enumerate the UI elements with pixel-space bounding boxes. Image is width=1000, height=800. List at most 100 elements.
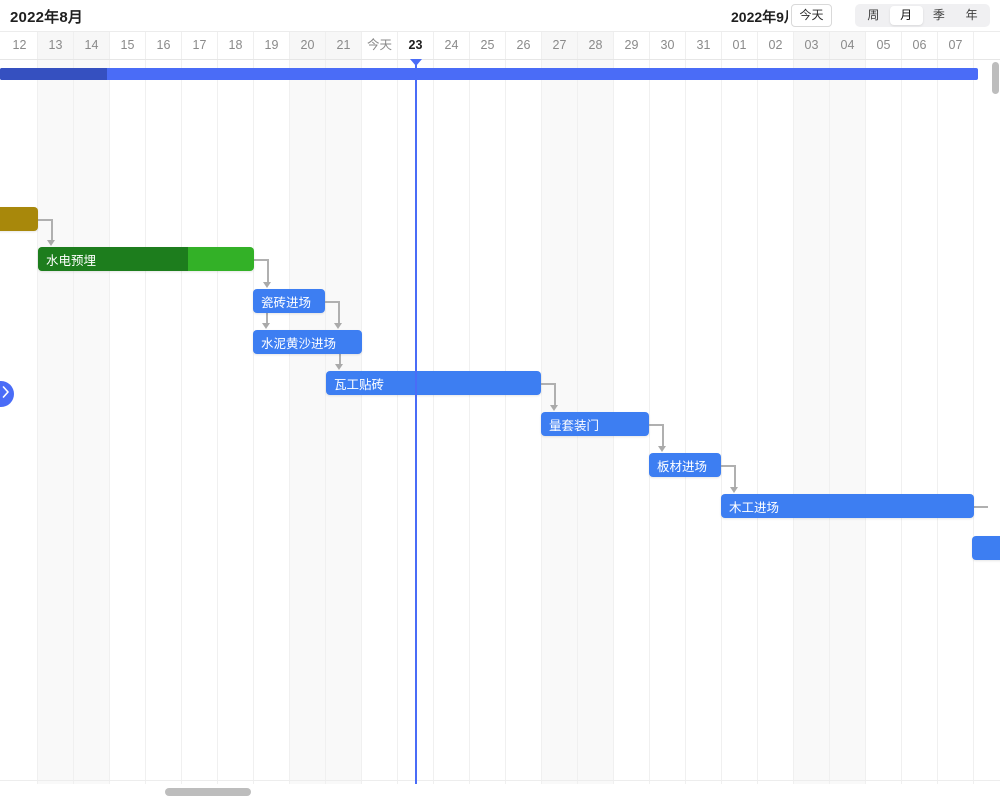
month-title-right: 2022年9月 bbox=[731, 9, 788, 25]
grid-column-7 bbox=[254, 60, 290, 784]
date-cell-23[interactable]: 04 bbox=[830, 32, 866, 59]
dependency-stub-right bbox=[974, 506, 988, 508]
grid-column-18 bbox=[650, 60, 686, 784]
grid-column-10 bbox=[362, 60, 398, 784]
horizontal-scrollbar-thumb[interactable] bbox=[165, 788, 251, 796]
task-bar-t-edge[interactable] bbox=[972, 536, 1000, 560]
dependency-link-5-arrowhead bbox=[550, 405, 559, 411]
date-cell-21[interactable]: 02 bbox=[758, 32, 794, 59]
date-cell-22[interactable]: 03 bbox=[794, 32, 830, 59]
task-bar-t-bancai[interactable]: 板材进场 bbox=[649, 453, 721, 477]
grid-column-14 bbox=[506, 60, 542, 784]
grid-column-22 bbox=[794, 60, 830, 784]
date-cell-3[interactable]: 15 bbox=[110, 32, 146, 59]
date-cell-16[interactable]: 28 bbox=[578, 32, 614, 59]
scale-option-3[interactable]: 年 bbox=[965, 8, 978, 22]
vertical-scrollbar-thumb[interactable] bbox=[992, 62, 999, 94]
date-cell-26[interactable]: 07 bbox=[938, 32, 974, 59]
date-cell-10[interactable]: 今天 bbox=[362, 32, 398, 59]
date-cell-15[interactable]: 27 bbox=[542, 32, 578, 59]
grid-column-13 bbox=[470, 60, 506, 784]
grid-column-9 bbox=[326, 60, 362, 784]
date-cell-9[interactable]: 21 bbox=[326, 32, 362, 59]
grid-column-23 bbox=[830, 60, 866, 784]
dependency-link-1-arrowhead bbox=[263, 282, 272, 288]
dependency-link-4-arrowhead bbox=[335, 364, 344, 370]
date-cell-2[interactable]: 14 bbox=[74, 32, 110, 59]
date-cell-24[interactable]: 05 bbox=[866, 32, 902, 59]
task-bar-label-t-bancai: 板材进场 bbox=[657, 459, 708, 474]
task-bar-t-gold[interactable] bbox=[0, 207, 38, 231]
grid-column-8 bbox=[290, 60, 326, 784]
today-marker-triangle bbox=[410, 59, 422, 66]
dependency-link-3-arrowhead bbox=[334, 323, 343, 329]
dependency-link-2-arrowhead bbox=[262, 323, 271, 329]
scale-switcher[interactable]: 周月季 年 bbox=[855, 4, 990, 27]
grid-column-0 bbox=[2, 60, 38, 784]
scale-option-1[interactable]: 月 bbox=[889, 6, 923, 25]
today-button[interactable]: 今天 bbox=[791, 4, 832, 27]
date-cell-5[interactable]: 17 bbox=[182, 32, 218, 59]
date-cell-11[interactable]: 23 bbox=[398, 32, 434, 59]
date-cell-17[interactable]: 29 bbox=[614, 32, 650, 59]
date-cell-18[interactable]: 30 bbox=[650, 32, 686, 59]
grid-column-2 bbox=[74, 60, 110, 784]
vertical-scrollbar[interactable] bbox=[992, 62, 999, 762]
task-bar-label-t-cizhuan: 瓷砖进场 bbox=[261, 295, 312, 310]
task-bar-t-cizhuan[interactable]: 瓷砖进场 bbox=[253, 289, 325, 313]
date-cell-14[interactable]: 26 bbox=[506, 32, 542, 59]
date-cell-6[interactable]: 18 bbox=[218, 32, 254, 59]
grid-column-1 bbox=[38, 60, 74, 784]
task-bar-t-wagong[interactable]: 瓦工贴砖 bbox=[326, 371, 541, 395]
task-bar-label-t-liangtao: 量套装门 bbox=[549, 418, 600, 433]
date-cell-1[interactable]: 13 bbox=[38, 32, 74, 59]
grid-column-25 bbox=[902, 60, 938, 784]
task-bar-t-mugong[interactable]: 木工进场 bbox=[721, 494, 974, 518]
task-bar-label-t-wagong: 瓦工贴砖 bbox=[334, 377, 385, 392]
gantt-toolbar: 2022年8月 2022年9月 今天 周月季 年 bbox=[0, 0, 1000, 32]
date-cell-19[interactable]: 31 bbox=[686, 32, 722, 59]
task-bar-t-shuini[interactable]: 水泥黄沙进场 bbox=[253, 330, 362, 354]
task-bar-label-t-mugong: 木工进场 bbox=[729, 500, 780, 515]
summary-bar[interactable] bbox=[0, 68, 978, 80]
grid-column-17 bbox=[614, 60, 650, 784]
scale-option-0[interactable]: 周 bbox=[867, 8, 880, 22]
grid-column-11 bbox=[398, 60, 434, 784]
task-bar-label-t-shuidian: 水电预埋 bbox=[46, 253, 97, 268]
today-indicator-line bbox=[415, 60, 417, 784]
date-cell-7[interactable]: 19 bbox=[254, 32, 290, 59]
date-cell-25[interactable]: 06 bbox=[902, 32, 938, 59]
chevron-right-icon bbox=[0, 385, 10, 403]
summary-bar-progress bbox=[0, 68, 107, 80]
grid-column-21 bbox=[758, 60, 794, 784]
task-bar-t-shuidian[interactable]: 水电预埋 bbox=[38, 247, 254, 271]
month-title-left: 2022年8月 bbox=[10, 9, 84, 26]
date-cell-8[interactable]: 20 bbox=[290, 32, 326, 59]
scale-option-2[interactable]: 季 bbox=[932, 8, 945, 22]
task-bar-label-t-shuini: 水泥黄沙进场 bbox=[261, 336, 337, 351]
gantt-canvas: 水电预埋瓷砖进场水泥黄沙进场瓦工贴砖量套装门板材进场木工进场 bbox=[0, 60, 1000, 784]
date-cell-4[interactable]: 16 bbox=[146, 32, 182, 59]
grid-column-5 bbox=[182, 60, 218, 784]
grid-column-19 bbox=[686, 60, 722, 784]
canvas-bottom-divider bbox=[0, 780, 1000, 781]
grid-column-24 bbox=[866, 60, 902, 784]
horizontal-scrollbar[interactable] bbox=[0, 787, 1000, 797]
date-cell-12[interactable]: 24 bbox=[434, 32, 470, 59]
date-cell-20[interactable]: 01 bbox=[722, 32, 758, 59]
dependency-link-6-arrowhead bbox=[658, 446, 667, 452]
grid-column-6 bbox=[218, 60, 254, 784]
dependency-link-0-arrowhead bbox=[47, 240, 56, 246]
date-cell-0[interactable]: 12 bbox=[2, 32, 38, 59]
grid-column-12 bbox=[434, 60, 470, 784]
grid-column-4 bbox=[146, 60, 182, 784]
date-cell-13[interactable]: 25 bbox=[470, 32, 506, 59]
dependency-link-7-arrowhead bbox=[730, 487, 739, 493]
date-header-row: 12 13 14 15 16 17 18 19 20 21 今天 23 24 25 26 27 28 29 30 31… bbox=[0, 32, 1000, 60]
grid-column-26 bbox=[938, 60, 974, 784]
grid-column-20 bbox=[722, 60, 758, 784]
task-bar-progress-t-shuidian bbox=[38, 247, 188, 271]
sidebar-expand-button[interactable] bbox=[0, 381, 14, 407]
task-bar-t-liangtao[interactable]: 量套装门 bbox=[541, 412, 649, 436]
